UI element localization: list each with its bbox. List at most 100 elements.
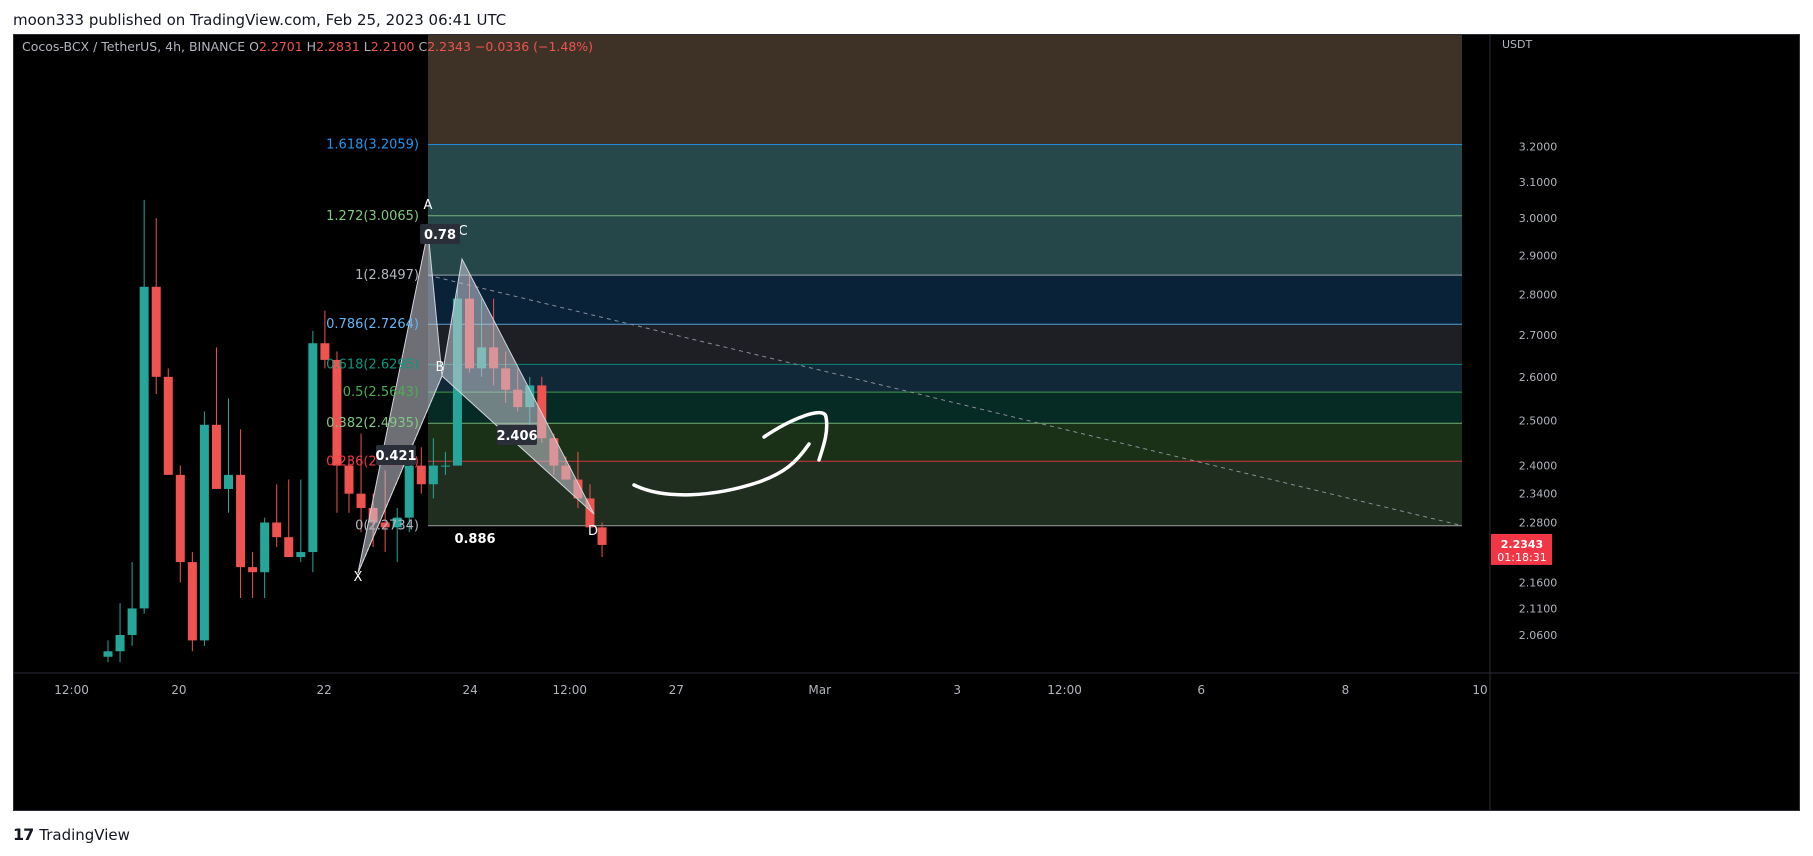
fib-level-label: 0.618(2.6295)	[326, 357, 419, 372]
trend-line-dashed	[427, 274, 1463, 527]
candle-body	[115, 635, 125, 652]
pattern-xab	[357, 230, 443, 574]
candle-up	[199, 411, 209, 646]
arrow-stroke	[632, 442, 811, 497]
bar-countdown: 01:18:31	[1497, 551, 1546, 564]
candle-body	[236, 474, 246, 568]
candle-up	[115, 603, 125, 663]
time-tick-label: 22	[316, 683, 331, 697]
fib-level-label: 1(2.8497)	[355, 268, 419, 283]
last-price-badge	[1491, 533, 1552, 565]
candle-body	[404, 465, 414, 518]
candle-body	[320, 343, 330, 360]
time-tick-label: 12:00	[54, 683, 89, 697]
arrow-head	[762, 410, 829, 462]
candle-body	[356, 493, 366, 508]
price-tick-label: 2.9000	[1519, 250, 1558, 263]
candle-body	[224, 474, 233, 489]
price-tick-label: 2.0600	[1519, 629, 1558, 642]
candle-down	[416, 447, 426, 494]
candle-body	[187, 562, 197, 641]
candle-down	[344, 456, 354, 513]
candle-body	[260, 522, 270, 573]
price-axis-currency: USDT	[1502, 38, 1533, 51]
chart-canvas[interactable]: 1.618(3.2059)1.272(3.0065)1(2.8497)0.786…	[14, 35, 1799, 810]
chart-panel[interactable]: 1.618(3.2059) 1.272(3.0065) 1(2.8497) 0.786…	[13, 34, 1800, 811]
fib-zone	[428, 392, 1462, 424]
legend-l-value: 2.2100	[371, 39, 419, 54]
candle-body	[597, 527, 607, 545]
ratio-badge	[376, 445, 416, 465]
fib-zones	[428, 35, 1462, 527]
price-tick-label: 2.3400	[1519, 488, 1558, 501]
price-tick-label: 2.7000	[1519, 329, 1558, 342]
price-tick-label: 3.1000	[1519, 176, 1558, 189]
candle-body	[392, 517, 402, 528]
candle-body	[199, 424, 209, 641]
candle-up	[404, 465, 414, 533]
candle-up	[127, 562, 137, 646]
candle-body	[416, 465, 426, 485]
fib-zone	[428, 423, 1462, 462]
candle-down	[248, 552, 258, 598]
ratio-label: 0.421	[375, 449, 416, 464]
candle-body	[380, 522, 390, 528]
xabcd-pattern	[357, 230, 595, 574]
price-tick-label: 2.4000	[1519, 460, 1558, 473]
candle-up	[308, 330, 318, 573]
price-tick-label: 2.6000	[1519, 371, 1558, 384]
candle-body	[248, 567, 258, 573]
candle-body	[151, 286, 161, 377]
candle-body	[296, 552, 306, 558]
trend-line	[427, 274, 1463, 527]
candle-down	[272, 484, 282, 548]
legend-l-label: L	[364, 39, 371, 54]
candle-body	[284, 537, 294, 558]
time-tick-label: 20	[171, 683, 186, 697]
point-label-c: C	[458, 224, 467, 239]
candle-body	[103, 651, 113, 657]
fib-zone	[428, 364, 1462, 393]
candle-down	[151, 218, 161, 395]
candle-body	[440, 465, 450, 467]
candle-body	[175, 474, 185, 563]
price-tick-label: 3.2000	[1519, 141, 1558, 154]
candle-down	[187, 552, 197, 652]
publish-info: moon333 published on TradingView.com, Fe…	[13, 11, 507, 29]
point-label-b: B	[436, 360, 445, 375]
candle-body	[127, 608, 137, 636]
fib-zone	[428, 461, 1462, 526]
chart-legend: Cocos-BCX / TetherUS, 4h, BINANCE O2.270…	[22, 39, 593, 54]
candle-up	[440, 451, 450, 475]
candle-body	[537, 385, 547, 439]
time-tick-label: Mar	[808, 683, 831, 697]
candle-down	[211, 347, 221, 489]
tradingview-logo-icon: 17	[13, 825, 34, 844]
fib-zone	[428, 275, 1462, 325]
point-label-x: X	[354, 570, 363, 585]
price-tick-label: 2.1600	[1519, 576, 1558, 589]
legend-h-label: H	[307, 39, 316, 54]
projection-arrow	[632, 410, 829, 497]
pattern-labels: X A B C D 0.421 0.78 2.406 0.886	[354, 198, 598, 585]
time-tick-label: 27	[669, 683, 684, 697]
last-price-value: 2.2343	[1501, 538, 1543, 551]
price-tick-label: 2.5000	[1519, 414, 1558, 427]
legend-o-label: O	[249, 39, 259, 54]
ratio-label: 0.78	[424, 228, 456, 243]
time-tick-label: 8	[1342, 683, 1350, 697]
legend-c-label: C	[418, 39, 427, 54]
candle-up	[428, 438, 438, 499]
brand-name: TradingView	[39, 825, 130, 844]
fib-level-label: 1.618(3.2059)	[326, 138, 419, 153]
candle-down	[597, 522, 607, 558]
footer-brand[interactable]: 17 TradingView	[13, 825, 130, 844]
fib-zone	[428, 215, 1462, 276]
legend-line: Cocos-BCX / TetherUS, 4h, BINANCE O2.270…	[22, 39, 593, 54]
price-tick-label: 2.2800	[1519, 516, 1558, 529]
candle-down	[163, 368, 173, 475]
point-label-d: D	[588, 524, 598, 539]
candle-body	[272, 522, 282, 538]
legend-h-value: 2.2831	[316, 39, 364, 54]
fib-level-label: 0(2.2734)	[355, 519, 419, 534]
